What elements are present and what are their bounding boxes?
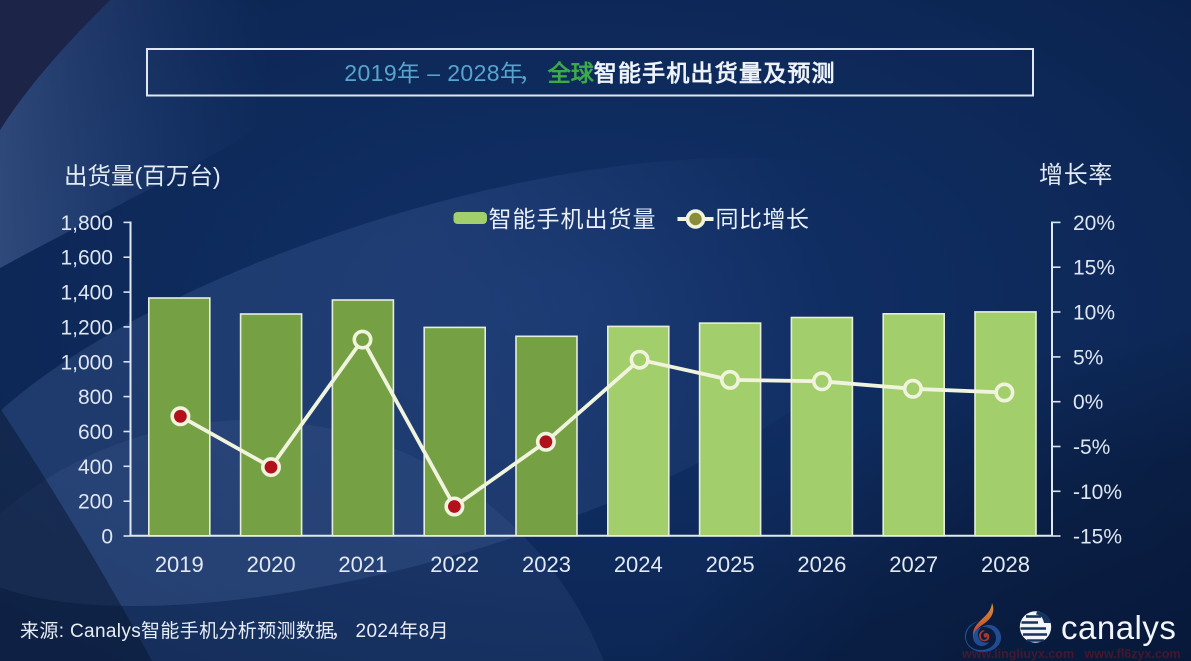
svg-text:2019年 – 2028年， 全球智能手机出货量及预测: 2019年 – 2028年， 全球智能手机出货量及预测 xyxy=(344,60,836,86)
svg-text:2023: 2023 xyxy=(522,552,571,577)
svg-text:-10%: -10% xyxy=(1073,481,1122,504)
svg-text:600: 600 xyxy=(78,421,113,444)
svg-text:400: 400 xyxy=(78,456,113,479)
svg-text:-5%: -5% xyxy=(1073,436,1110,459)
svg-text:0%: 0% xyxy=(1073,391,1103,414)
svg-text:2025: 2025 xyxy=(706,552,755,577)
svg-text:2026: 2026 xyxy=(797,552,846,577)
svg-text:2027: 2027 xyxy=(889,552,938,577)
svg-text:1,600: 1,600 xyxy=(60,247,113,270)
svg-text:增长率: 增长率 xyxy=(1039,162,1113,189)
svg-text:来源: Canalys智能手机分析预测数据， 2024年8月: 来源: Canalys智能手机分析预测数据， 2024年8月 xyxy=(20,620,449,642)
svg-text:出货量(百万台): 出货量(百万台) xyxy=(64,163,221,189)
svg-text:1,000: 1,000 xyxy=(60,351,113,374)
svg-text:2022: 2022 xyxy=(430,552,479,577)
svg-text:2020: 2020 xyxy=(247,552,296,577)
svg-text:2019: 2019 xyxy=(155,552,204,577)
svg-text:1,400: 1,400 xyxy=(60,282,113,305)
svg-text:www.lingliuyx.com www.fl6zyx: www.lingliuyx.com www.fl6zyx.com xyxy=(961,647,1181,661)
svg-text:800: 800 xyxy=(78,386,113,409)
svg-text:智能手机出货量: 智能手机出货量 xyxy=(489,206,657,232)
svg-text:0: 0 xyxy=(101,526,113,549)
svg-text:1,200: 1,200 xyxy=(60,316,113,339)
svg-text:20%: 20% xyxy=(1073,212,1115,235)
svg-text:5%: 5% xyxy=(1073,346,1103,369)
svg-text:2024: 2024 xyxy=(614,552,663,577)
svg-text:200: 200 xyxy=(78,491,113,514)
svg-text:1,800: 1,800 xyxy=(60,212,113,235)
svg-text:2021: 2021 xyxy=(338,552,387,577)
svg-text:同比增长: 同比增长 xyxy=(716,206,810,232)
svg-text:2028: 2028 xyxy=(981,552,1030,577)
svg-text:-15%: -15% xyxy=(1073,526,1122,549)
svg-text:canalys: canalys xyxy=(1061,609,1176,646)
svg-text:15%: 15% xyxy=(1073,257,1115,280)
svg-text:10%: 10% xyxy=(1073,302,1115,325)
